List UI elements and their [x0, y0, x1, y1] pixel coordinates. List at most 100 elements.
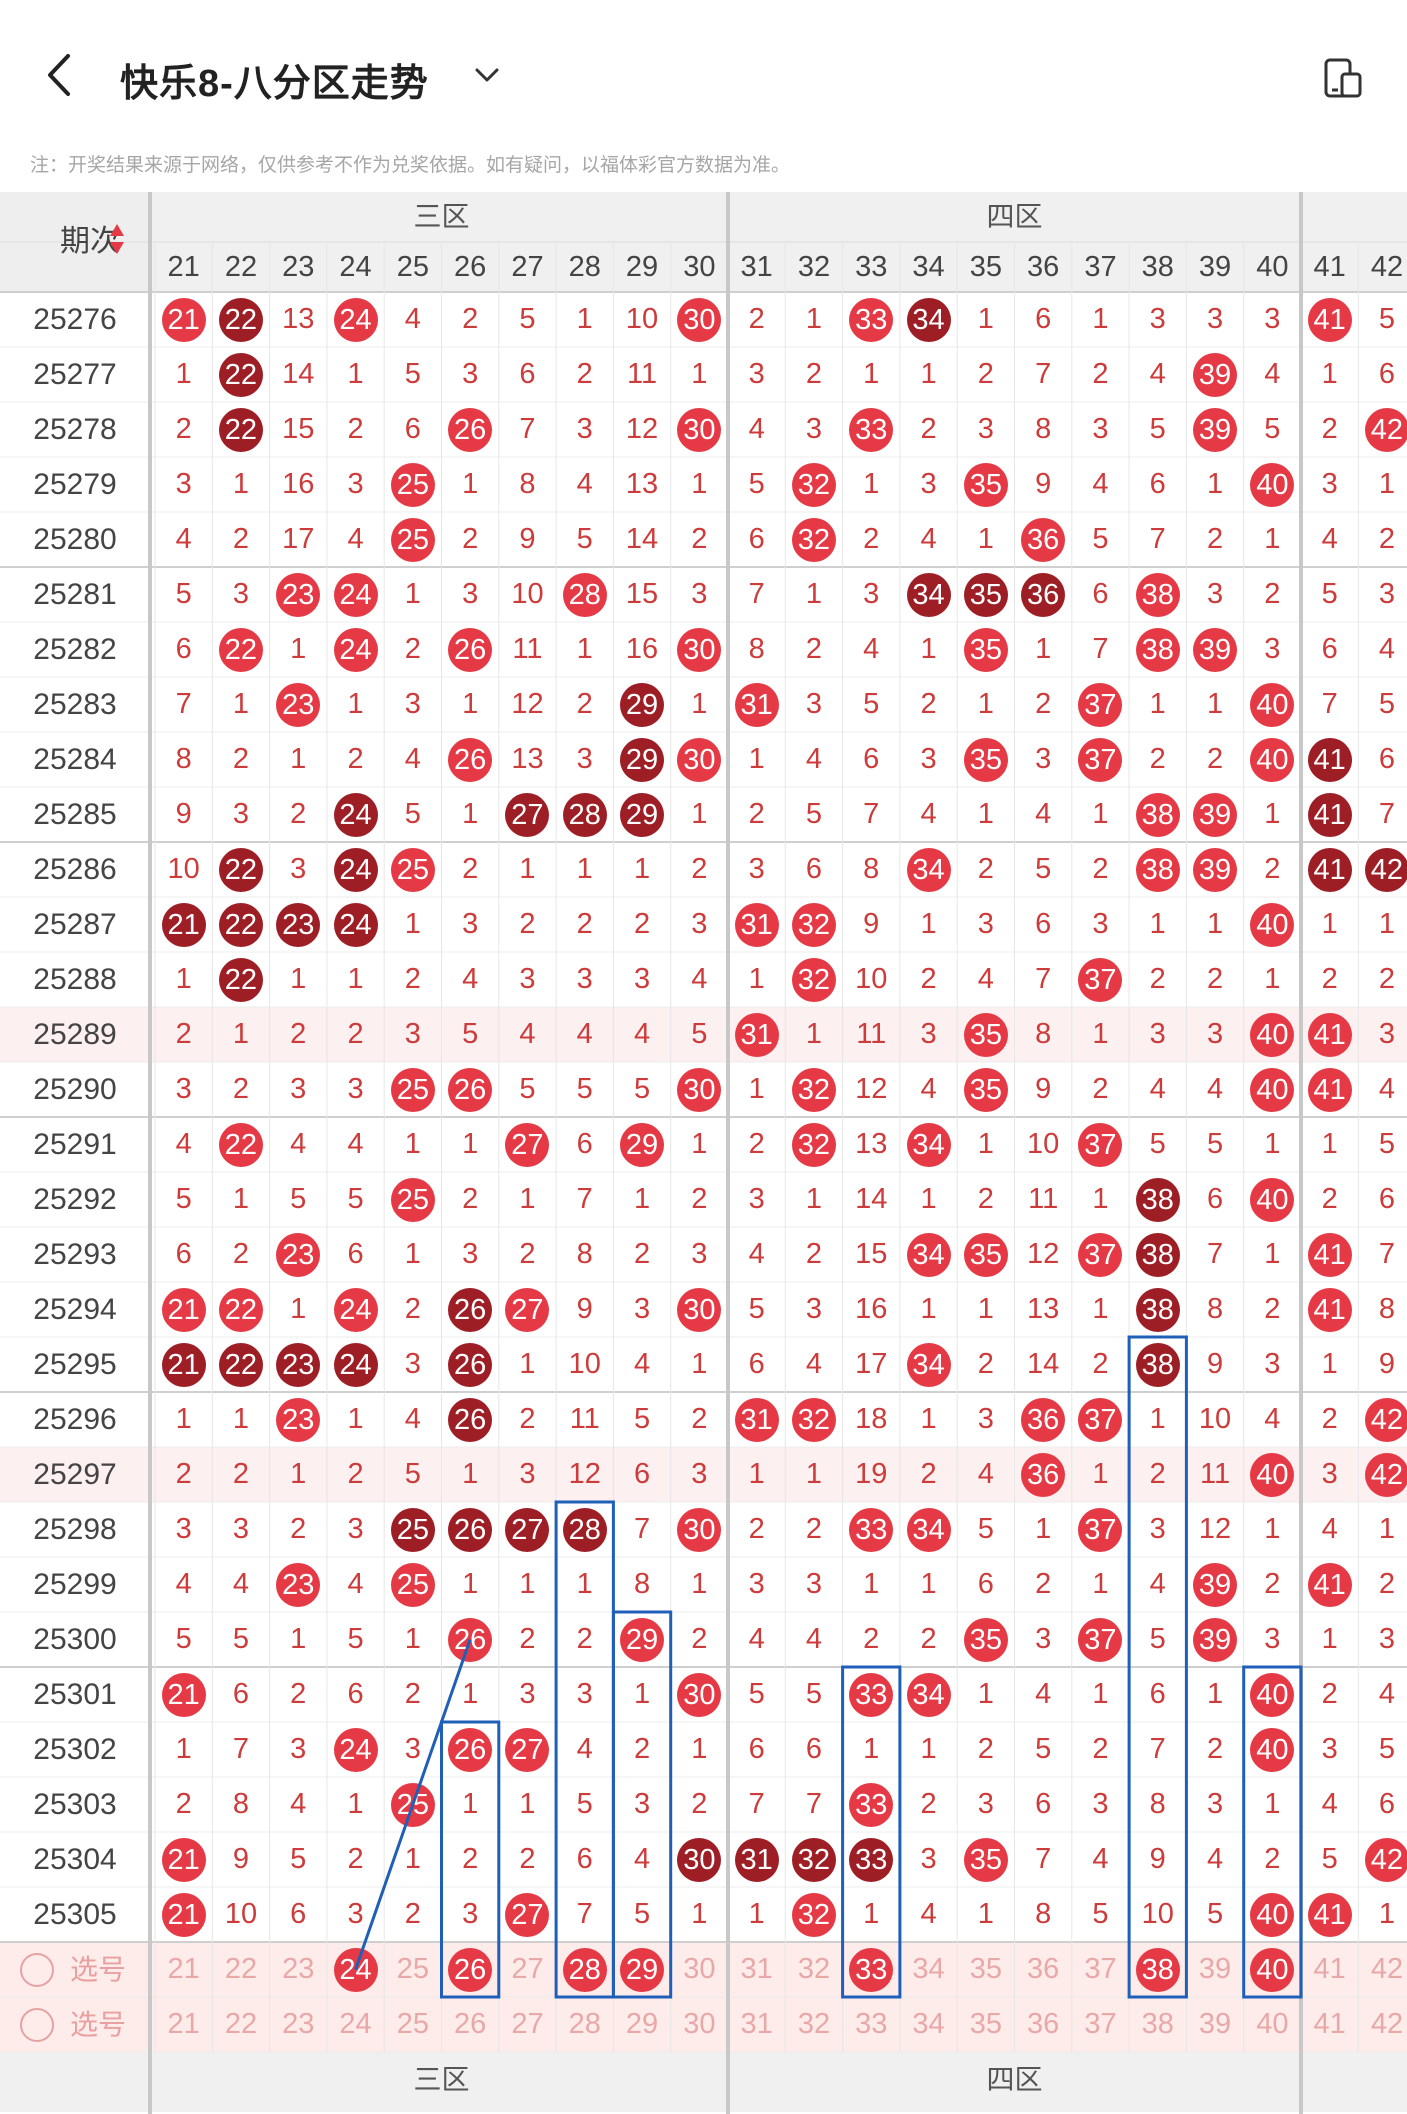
miss-count: 1 — [1035, 1513, 1052, 1545]
select-number[interactable]: 27 — [511, 1953, 544, 1985]
select-number[interactable]: 33 — [855, 2008, 888, 2040]
drawn-ball: 22 — [218, 352, 263, 397]
select-number[interactable]: 34 — [912, 1953, 945, 1985]
select-number[interactable]: 36 — [1027, 2008, 1060, 2040]
miss-count: 4 — [1321, 1788, 1338, 1820]
select-number[interactable]: 25 — [396, 2008, 429, 2040]
select-radio[interactable] — [20, 1952, 54, 1987]
miss-count: 4 — [805, 743, 823, 775]
drawn-ball: 22 — [218, 1287, 263, 1332]
drawn-ball: 37 — [1078, 1617, 1123, 1662]
selected-number[interactable]: 38 — [1135, 1947, 1180, 1992]
selected-number[interactable]: 40 — [1250, 1947, 1295, 1992]
select-number[interactable]: 35 — [969, 2008, 1002, 2040]
miss-count: 7 — [1149, 1733, 1166, 1765]
select-number[interactable]: 35 — [969, 1953, 1002, 1985]
miss-count: 9 — [1378, 1348, 1396, 1380]
page-title[interactable]: 快乐8-八分区走势 — [120, 63, 429, 105]
select-number[interactable]: 42 — [1370, 2008, 1404, 2040]
miss-count: 1 — [1092, 1018, 1109, 1050]
selected-number[interactable]: 26 — [448, 1947, 493, 1992]
select-radio[interactable] — [20, 2007, 54, 2042]
miss-count: 1 — [519, 1348, 536, 1380]
select-number[interactable]: 24 — [339, 2008, 372, 2040]
select-number[interactable]: 22 — [224, 2008, 258, 2040]
select-number[interactable]: 21 — [167, 2008, 200, 2040]
drawn-ball: 41 — [1307, 737, 1352, 782]
select-number[interactable]: 36 — [1027, 1953, 1060, 1985]
miss-count: 1 — [748, 1458, 765, 1490]
miss-count: 5 — [175, 1623, 192, 1655]
miss-count: 5 — [1035, 853, 1052, 885]
select-number[interactable]: 38 — [1141, 2008, 1174, 2040]
miss-count: 3 — [633, 1293, 651, 1325]
select-number[interactable]: 23 — [282, 1953, 315, 1985]
select-number[interactable]: 22 — [224, 1953, 258, 1985]
drawn-ball: 22 — [218, 297, 263, 342]
miss-count: 6 — [347, 1678, 364, 1710]
selected-number[interactable]: 33 — [849, 1947, 894, 1992]
select-number[interactable]: 23 — [282, 2008, 315, 2040]
miss-count: 4 — [920, 1898, 937, 1930]
select-number[interactable]: 30 — [683, 1953, 716, 1985]
drawn-ball: 30 — [677, 737, 722, 782]
select-number[interactable]: 29 — [625, 2008, 659, 2040]
select-number[interactable]: 37 — [1084, 1953, 1117, 1985]
selected-number[interactable]: 24 — [333, 1947, 378, 1992]
column-number: 41 — [1313, 251, 1346, 283]
drawn-ball: 32 — [791, 1837, 836, 1882]
miss-count: 3 — [462, 1238, 479, 1270]
select-number[interactable]: 39 — [1198, 1953, 1232, 1985]
select-number[interactable]: 21 — [167, 1953, 200, 1985]
select-number[interactable]: 28 — [568, 2008, 601, 2040]
select-number[interactable]: 42 — [1370, 1953, 1404, 1985]
select-label[interactable]: 选号 — [70, 2009, 127, 2040]
miss-count: 7 — [1321, 688, 1338, 720]
issue-number: 25299 — [33, 1568, 117, 1601]
rotate-screen-icon[interactable] — [1320, 56, 1364, 100]
miss-count: 3 — [404, 1348, 421, 1380]
miss-count: 2 — [576, 358, 593, 390]
miss-count: 1 — [462, 468, 479, 500]
select-number[interactable]: 30 — [683, 2008, 716, 2040]
select-label[interactable]: 选号 — [70, 1954, 127, 1985]
issue-number: 25284 — [33, 743, 117, 776]
sort-icon[interactable] — [108, 222, 126, 261]
issue-header[interactable]: 期次 — [60, 225, 120, 258]
select-number[interactable]: 41 — [1313, 2008, 1346, 2040]
select-number[interactable]: 27 — [511, 2008, 544, 2040]
select-number[interactable]: 40 — [1256, 2008, 1289, 2040]
issue-number: 25302 — [33, 1733, 117, 1766]
select-number[interactable]: 25 — [396, 1953, 429, 1985]
select-number[interactable]: 41 — [1313, 1953, 1346, 1985]
miss-count: 6 — [175, 633, 192, 665]
drawn-ball: 32 — [791, 1397, 836, 1442]
miss-count: 5 — [404, 798, 421, 830]
drawn-ball: 33 — [849, 297, 894, 342]
drawn-ball: 26 — [448, 1727, 493, 1772]
back-arrow-icon[interactable] — [40, 50, 80, 100]
miss-count: 11 — [1199, 1458, 1231, 1490]
select-number[interactable]: 26 — [454, 2008, 487, 2040]
miss-count: 1 — [920, 1293, 937, 1325]
miss-count: 12 — [1198, 1513, 1232, 1545]
select-number[interactable]: 32 — [797, 1953, 831, 1985]
drawn-ball: 42 — [1364, 407, 1407, 452]
miss-count: 4 — [290, 1788, 307, 1820]
selected-number[interactable]: 28 — [562, 1947, 607, 1992]
miss-count: 1 — [1092, 1458, 1109, 1490]
miss-count: 2 — [290, 1513, 307, 1545]
select-number[interactable]: 31 — [740, 2008, 773, 2040]
chevron-down-icon[interactable] — [472, 60, 502, 90]
select-number[interactable]: 39 — [1198, 2008, 1232, 2040]
select-number[interactable]: 32 — [797, 2008, 831, 2040]
select-number[interactable]: 31 — [740, 1953, 773, 1985]
select-number[interactable]: 37 — [1084, 2008, 1117, 2040]
selected-number[interactable]: 29 — [620, 1947, 665, 1992]
miss-count: 2 — [519, 908, 536, 940]
miss-count: 3 — [633, 1788, 651, 1820]
miss-count: 1 — [462, 1678, 479, 1710]
select-number[interactable]: 34 — [912, 2008, 945, 2040]
column-number: 24 — [339, 251, 372, 283]
